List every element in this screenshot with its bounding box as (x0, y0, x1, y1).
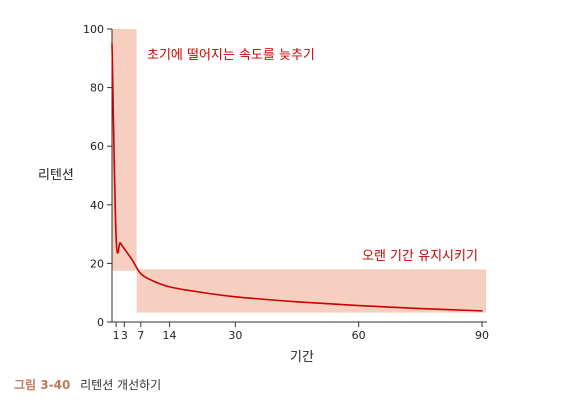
figure-label: 그림 3-40 (14, 378, 71, 392)
annotation-long-term: 오랜 기간 유지시키기 (362, 249, 478, 264)
annotation-early-drop: 초기에 떨어지는 속도를 늦추기 (147, 48, 315, 63)
retention-chart: 0 20 40 60 80 100 1 3 7 14 30 60 90 리텐션 기간 초기에 떨어지는… (38, 23, 489, 365)
y-tick-label: 20 (90, 257, 104, 270)
x-tick-label: 14 (163, 329, 177, 342)
y-tick-label: 40 (90, 199, 104, 212)
x-ticks: 1 3 7 14 30 60 90 (113, 322, 489, 342)
y-ticks: 0 20 40 60 80 100 (83, 23, 112, 329)
series-line-0 (111, 42, 483, 312)
x-tick-label: 7 (137, 329, 144, 342)
y-tick-label: 100 (83, 23, 104, 36)
highlight-regions (112, 29, 487, 313)
y-axis-label: 리텐션 (38, 168, 74, 183)
x-tick-label: 90 (475, 329, 489, 342)
x-axis-label: 기간 (290, 350, 314, 365)
y-tick-label: 0 (97, 316, 104, 329)
x-tick-label: 30 (228, 329, 242, 342)
y-tick-label: 60 (90, 140, 104, 153)
x-tick-label: 60 (352, 329, 366, 342)
y-tick-label: 80 (90, 82, 104, 95)
figure-caption-text: 리텐션 개선하기 (80, 378, 162, 392)
figure-caption: 그림 3-40 리텐션 개선하기 (14, 376, 161, 393)
x-tick-label: 1 (113, 329, 120, 342)
x-tick-label: 3 (121, 329, 128, 342)
series-lines (111, 42, 483, 312)
